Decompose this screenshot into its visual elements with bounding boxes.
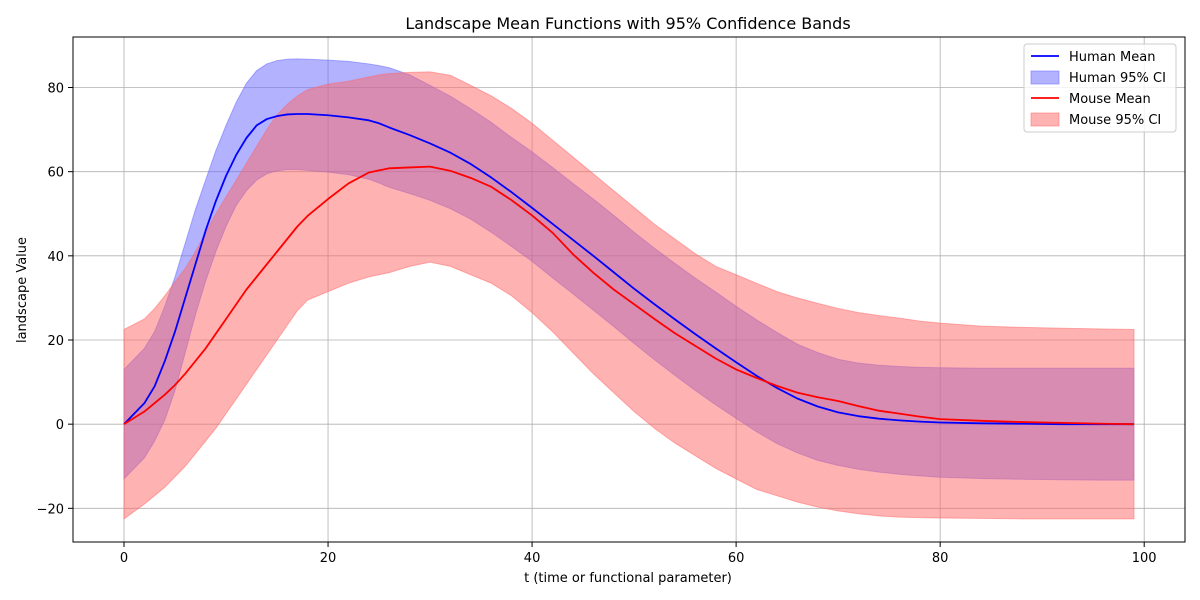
y-tick-label: 0 (56, 418, 64, 433)
plot-frame (72, 36, 1186, 543)
axis-ticks: 0 20 40 60 80 100 −20 0 20 40 60 80 (37, 82, 1157, 567)
legend-swatch-mouse-95-ci (1030, 112, 1060, 127)
y-tick-label: 20 (47, 334, 64, 349)
mean-lines (123, 113, 1135, 426)
legend-label-mouse-mean: Mouse Mean (1069, 92, 1151, 107)
y-axis-title: landscape Value (15, 237, 30, 343)
x-tick-label: 80 (932, 551, 949, 566)
x-tick-label: 60 (728, 551, 745, 566)
x-tick-label: 100 (1132, 551, 1157, 566)
human-mean-line (123, 113, 1134, 426)
confidence-bands (123, 58, 1135, 520)
x-axis-title: t (time or functional parameter) (524, 571, 732, 586)
mouse-mean-line (123, 165, 1135, 426)
y-tick-label: 60 (47, 166, 64, 181)
legend-box (1023, 43, 1177, 133)
legend-label-mouse-95-ci: Mouse 95% CI (1069, 113, 1161, 128)
legend-label-human-95-ci: Human 95% CI (1069, 71, 1166, 86)
x-tick-label: 0 (120, 551, 128, 566)
x-tick-label: 20 (320, 551, 337, 566)
legend-label-human-mean: Human Mean (1069, 50, 1155, 65)
x-tick-label: 40 (524, 551, 541, 566)
mouse-95-ci-band (123, 71, 1135, 520)
y-tick-label: 40 (47, 250, 64, 265)
y-tick-label: 80 (47, 82, 64, 97)
y-tick-label: −20 (37, 502, 64, 517)
legend: Human Mean Human 95% CI Mouse Mean Mouse 95… (1023, 43, 1177, 133)
legend-swatch-human-95-ci (1030, 70, 1060, 85)
chart-title: Landscape Mean Functions with 95% Confid… (405, 14, 850, 33)
